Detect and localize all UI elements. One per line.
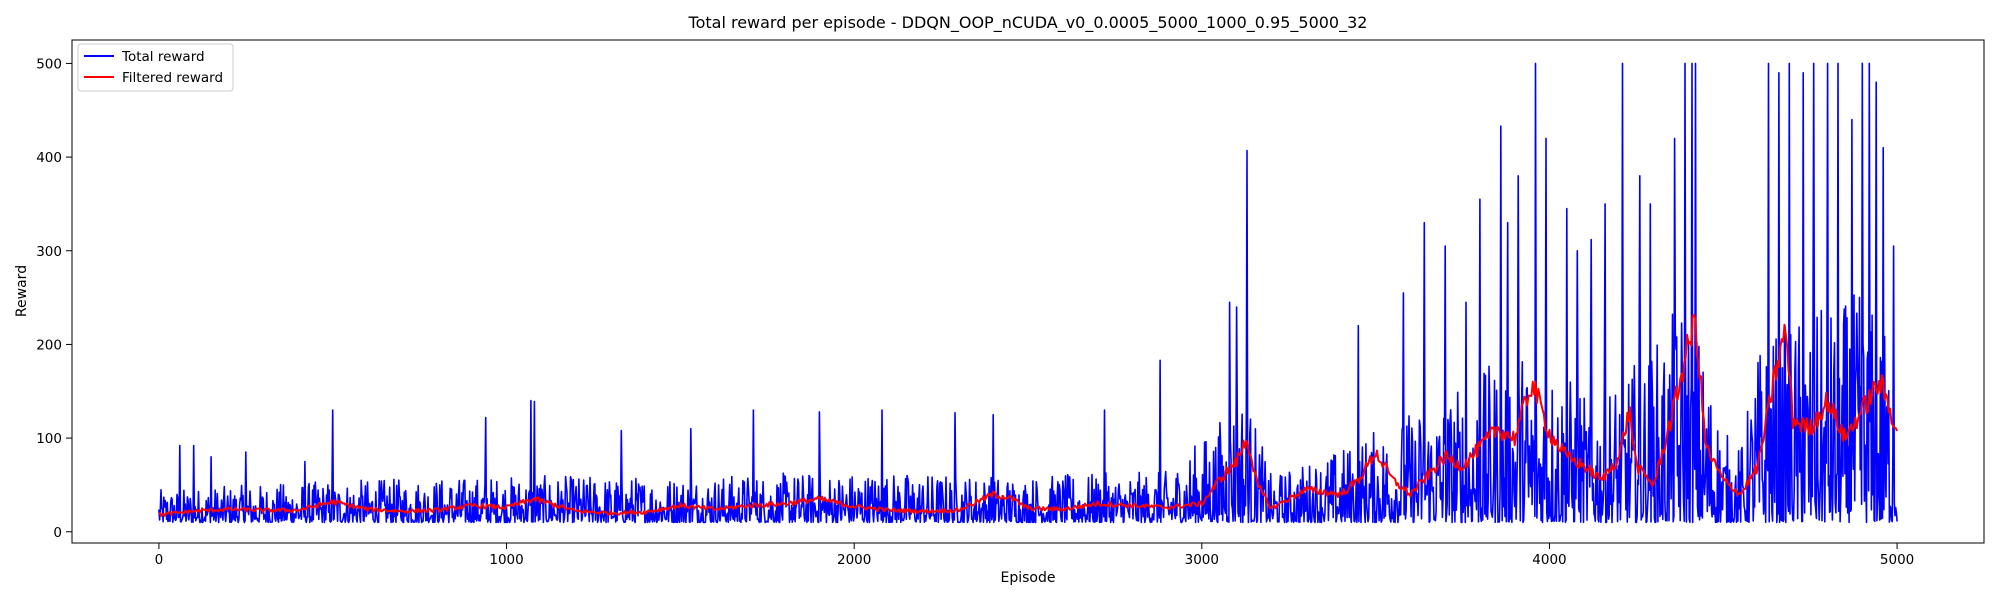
legend-box (77, 43, 234, 92)
y-tick-label: 100 (36, 431, 62, 447)
y-axis: 0 100 200 300 400 500 (36, 56, 72, 541)
x-tick-label: 1000 (489, 552, 523, 568)
series-line-total-reward (158, 62, 1898, 524)
y-axis-label: Reward (14, 265, 30, 317)
plot-series-group (158, 62, 1899, 524)
chart-title: Total reward per episode - DDQN_OOP_nCUD… (688, 13, 1368, 33)
y-tick-label: 300 (36, 244, 62, 260)
y-tick-label: 0 (53, 525, 62, 541)
plot-frame (71, 39, 1985, 544)
x-tick-label: 0 (155, 552, 164, 568)
x-axis-label: Episode (1001, 570, 1056, 586)
series-line-filtered-reward (158, 314, 1899, 517)
legend-label-filtered-reward: Filtered reward (122, 70, 223, 86)
legend: Total reward Filtered reward (77, 43, 234, 92)
x-tick-label: 4000 (1532, 552, 1566, 568)
y-tick-label: 500 (36, 56, 62, 72)
legend-label-total-reward: Total reward (121, 49, 205, 65)
x-tick-label: 3000 (1185, 552, 1219, 568)
y-tick-label: 400 (36, 150, 62, 166)
y-tick-label: 200 (36, 337, 62, 353)
x-axis: 0 1000 2000 3000 4000 5000 (155, 543, 1914, 568)
x-tick-label: 5000 (1880, 552, 1914, 568)
x-tick-label: 2000 (837, 552, 871, 568)
